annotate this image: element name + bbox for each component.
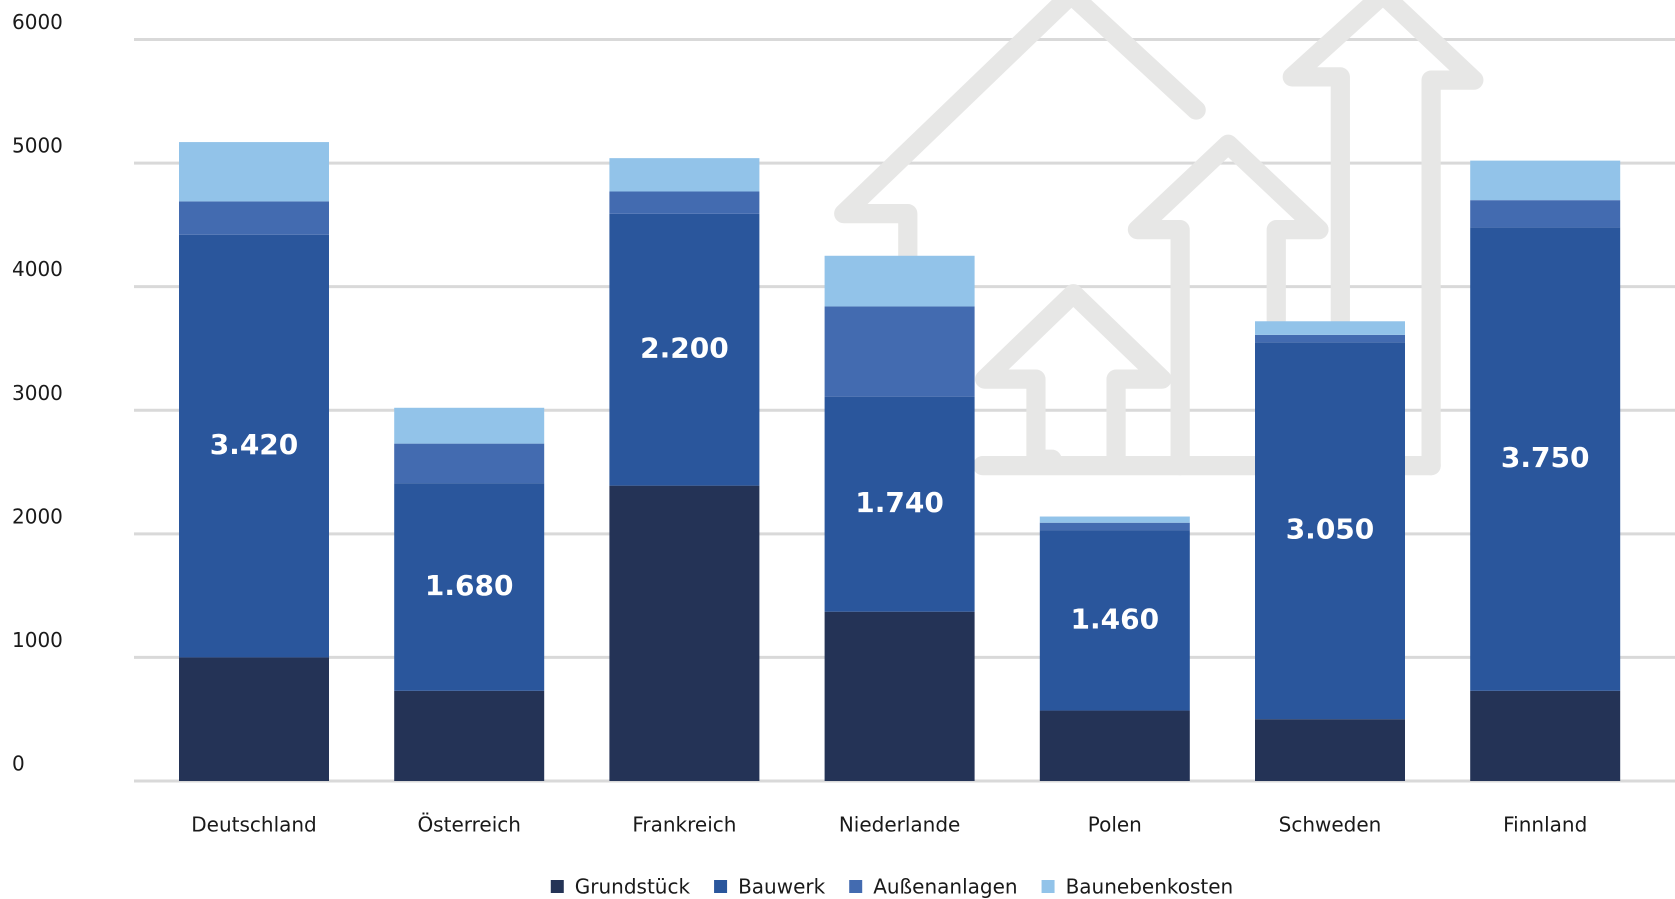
x-tick-label: Frankreich: [632, 813, 736, 837]
legend-swatch: [1041, 880, 1055, 893]
bar-segment: [1255, 342, 1405, 720]
y-tick-label: 0: [12, 752, 25, 776]
bar-segment: [1255, 321, 1405, 335]
x-tick-label: Polen: [1088, 813, 1142, 837]
bar-segment: [179, 234, 329, 658]
legend-item: Grundstück: [550, 875, 691, 899]
y-tick-label: 6000: [12, 10, 63, 34]
y-tick-label: 4000: [12, 257, 63, 281]
bar-segment: [1255, 334, 1405, 343]
legend-swatch: [550, 880, 564, 893]
data-label: 1.460: [1071, 602, 1160, 635]
y-tick-label: 5000: [12, 134, 63, 158]
x-tick-label: Schweden: [1279, 813, 1382, 837]
bar-segment: [609, 213, 760, 486]
bar-segment: [1039, 710, 1190, 781]
bar-segment: [609, 191, 760, 214]
bar-segment: [394, 443, 545, 484]
legend-item: Bauwerk: [714, 875, 826, 899]
legend-swatch: [849, 880, 863, 893]
bar-segment: [609, 485, 760, 781]
y-tick-label: 2000: [12, 504, 63, 528]
data-label: 3.050: [1286, 513, 1375, 546]
legend-label: Baunebenkosten: [1066, 875, 1234, 899]
bar-segment: [1470, 160, 1621, 201]
bar-segment: [824, 306, 975, 397]
data-label: 2.200: [640, 332, 729, 365]
bar-segment: [179, 657, 329, 781]
data-label: 1.680: [425, 569, 514, 602]
bar-segment: [179, 201, 329, 235]
x-tick-label: Deutschland: [191, 813, 317, 837]
x-tick-label: Österreich: [417, 813, 521, 837]
bar-segment: [824, 255, 975, 307]
legend-label: Außenanlagen: [873, 875, 1017, 899]
bar-segment: [394, 407, 545, 444]
bar-segment: [1039, 522, 1190, 531]
bar-segment: [1255, 719, 1405, 781]
legend-item: Außenanlagen: [849, 875, 1018, 899]
bar-segment: [1039, 530, 1190, 711]
data-label: 3.420: [210, 428, 299, 461]
legend-label: Grundstück: [575, 875, 691, 899]
bar-segment: [609, 158, 760, 192]
bar-segment: [394, 690, 545, 781]
bar-segment: [1470, 227, 1621, 691]
bar-segment: [824, 611, 975, 781]
bar-segment: [824, 396, 975, 612]
legend-item: Baunebenkosten: [1041, 875, 1234, 899]
data-label: 3.750: [1501, 441, 1590, 474]
legend: Grundstück Bauwerk Außenanlagen Baunebenkos…: [550, 875, 1234, 899]
legend-swatch: [714, 880, 728, 893]
data-label: 1.740: [855, 486, 944, 519]
x-tick-label: Finnland: [1503, 813, 1587, 837]
bar-segment: [394, 483, 545, 691]
y-tick-label: 3000: [12, 381, 63, 405]
y-tick-label: 1000: [12, 628, 63, 652]
bar-segment: [179, 142, 329, 202]
legend-label: Bauwerk: [738, 875, 826, 899]
bar-segment: [1470, 690, 1621, 781]
bar-segment: [1039, 516, 1190, 523]
x-tick-label: Niederlande: [839, 813, 961, 837]
bar-segment: [1470, 200, 1621, 228]
